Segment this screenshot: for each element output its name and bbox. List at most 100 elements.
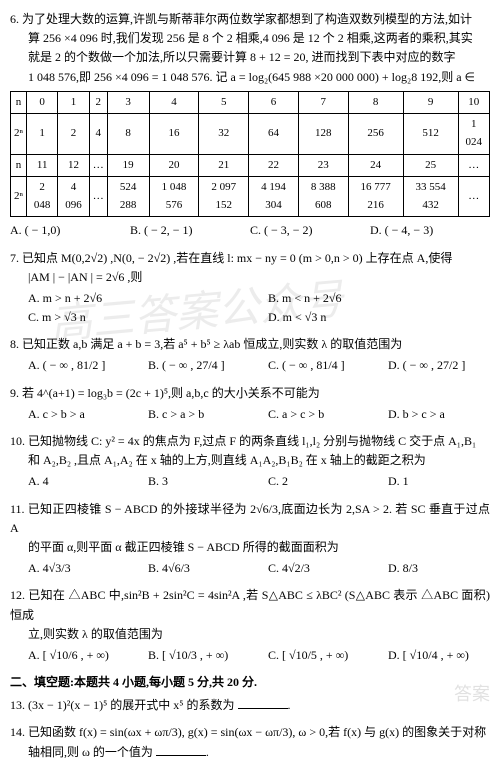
cell: 20: [149, 154, 199, 177]
cell: …: [458, 177, 489, 217]
option-a: A. ( − ∞ , 81/2 ]: [10, 356, 130, 375]
cell: 5: [199, 91, 249, 114]
option-b: B. ( − 2, − 1): [130, 221, 250, 240]
cell: 1 024: [458, 114, 489, 154]
option-d: D. ( − ∞ , 27/2 ]: [370, 356, 490, 375]
cell: 256: [348, 114, 403, 154]
option-c: C. 2: [250, 472, 370, 491]
question-8: 8. 已知正数 a,b 满足 a + b = 3,若 a⁵ + b⁵ ≥ λab…: [10, 335, 490, 375]
cell: 1 048 576: [149, 177, 199, 217]
cell: 16: [149, 114, 199, 154]
option-c: C. [ √10/5 , + ∞): [250, 646, 370, 665]
option-b: B. m < n + 2√6: [250, 289, 490, 308]
q10-line2: 和 A₂,B₂ ,且点 A₁,A₂ 在 x 轴的上方,则直线 A₁A₂,B₁B₂…: [10, 451, 490, 470]
option-c: C. 4√2/3: [250, 559, 370, 578]
cell: 19: [107, 154, 149, 177]
cell: 2ⁿ: [11, 114, 27, 154]
cell: 8: [107, 114, 149, 154]
q7-options: A. m > n + 2√6 B. m < n + 2√6 C. m > √3 …: [10, 289, 490, 327]
option-d: D. m < √3 n: [250, 308, 490, 327]
option-b: B. 3: [130, 472, 250, 491]
option-d: D. 8/3: [370, 559, 490, 578]
cell: 4: [89, 114, 107, 154]
cell: n: [11, 91, 27, 114]
question-14: 14. 已知函数 f(x) = sin(ωx + ωπ/3), g(x) = s…: [10, 723, 490, 761]
q7-line2: |AM | − |AN | = 2√6 ,则: [10, 268, 490, 287]
cell: 7: [298, 91, 348, 114]
question-9: 9. 若 4^(a+1) = log₃b = (2c + 1)⁵,则 a,b,c…: [10, 384, 490, 424]
cell: 22: [249, 154, 299, 177]
cell: 4 194 304: [249, 177, 299, 217]
q12-options: A. [ √10/6 , + ∞) B. [ √10/3 , + ∞) C. […: [10, 646, 490, 665]
q11-options: A. 4√3/3 B. 4√6/3 C. 4√2/3 D. 8/3: [10, 559, 490, 578]
cell: …: [89, 177, 107, 217]
cell: 2 097 152: [199, 177, 249, 217]
option-c: C. ( − 3, − 2): [250, 221, 370, 240]
cell: 3: [107, 91, 149, 114]
cell: 16 777 216: [348, 177, 403, 217]
cell: 6: [249, 91, 299, 114]
q6-line3: 就是 2 的个数做一个加法,所以只需要计算 8 + 12 = 20, 进而找到下…: [10, 48, 490, 67]
cell: 4 096: [58, 177, 89, 217]
q8-options: A. ( − ∞ , 81/2 ] B. ( − ∞ , 27/4 ] C. (…: [10, 356, 490, 375]
cell: 64: [249, 114, 299, 154]
cell: 32: [199, 114, 249, 154]
cell: 2: [89, 91, 107, 114]
q8-line1: 8. 已知正数 a,b 满足 a + b = 3,若 a⁵ + b⁵ ≥ λab…: [10, 335, 490, 354]
option-b: B. 4√6/3: [130, 559, 250, 578]
question-13: 13. (3x − 1)²(x − 1)⁵ 的展开式中 x⁵ 的系数为 .: [10, 696, 490, 715]
option-a: A. ( − 1,0): [10, 221, 130, 240]
cell: 512: [403, 114, 458, 154]
option-d: D. ( − 4, − 3): [370, 221, 490, 240]
cell: …: [458, 154, 489, 177]
q10-options: A. 4 B. 3 C. 2 D. 1: [10, 472, 490, 491]
option-a: A. c > b > a: [10, 405, 130, 424]
cell: 0: [26, 91, 57, 114]
question-10: 10. 已知抛物线 C: y² = 4x 的焦点为 F,过点 F 的两条直线 l…: [10, 432, 490, 492]
option-b: B. ( − ∞ , 27/4 ]: [130, 356, 250, 375]
section-2-title: 二、填空题:本题共 4 小题,每小题 5 分,共 20 分.: [10, 673, 490, 692]
table-row: 2ⁿ 2 048 4 096 … 524 288 1 048 576 2 097…: [11, 177, 490, 217]
cell: 1: [58, 91, 89, 114]
table-row: 2ⁿ 1 2 4 8 16 32 64 128 256 512 1 024: [11, 114, 490, 154]
option-a: A. 4: [10, 472, 130, 491]
question-11: 11. 已知正四棱锥 S − ABCD 的外接球半径为 2√6/3,底面边长为 …: [10, 500, 490, 579]
cell: 2ⁿ: [11, 177, 27, 217]
option-d: D. [ √10/4 , + ∞): [370, 646, 490, 665]
option-a: A. [ √10/6 , + ∞): [10, 646, 130, 665]
q11-line1: 11. 已知正四棱锥 S − ABCD 的外接球半径为 2√6/3,底面边长为 …: [10, 500, 490, 538]
q12-line1: 12. 已知在 △ABC 中,sin²B + 2sin²C = 4sin²A ,…: [10, 586, 490, 624]
q13-text: 13. (3x − 1)²(x − 1)⁵ 的展开式中 x⁵ 的系数为: [10, 698, 235, 712]
cell: 33 554 432: [403, 177, 458, 217]
q6-line4: 1 048 576,即 256 ×4 096 = 1 048 576. 记 a …: [10, 68, 490, 87]
blank-fill: [156, 744, 206, 756]
option-b: B. [ √10/3 , + ∞): [130, 646, 250, 665]
cell: 10: [458, 91, 489, 114]
q6-line1: 6. 为了处理大数的运算,许凯与斯蒂菲尔两位数学家都想到了构造双数列模型的方法,…: [10, 10, 490, 29]
question-12: 12. 已知在 △ABC 中,sin²B + 2sin²C = 4sin²A ,…: [10, 586, 490, 665]
option-c: C. ( − ∞ , 81/4 ]: [250, 356, 370, 375]
cell: n: [11, 154, 27, 177]
cell: 11: [26, 154, 57, 177]
cell: 4: [149, 91, 199, 114]
cell: 24: [348, 154, 403, 177]
question-6: 6. 为了处理大数的运算,许凯与斯蒂菲尔两位数学家都想到了构造双数列模型的方法,…: [10, 10, 490, 241]
option-a: A. 4√3/3: [10, 559, 130, 578]
option-d: D. b > c > a: [370, 405, 490, 424]
q14-line2: 轴相同,则 ω 的一个值为: [28, 745, 153, 759]
option-b: B. c > a > b: [130, 405, 250, 424]
cell: 8 388 608: [298, 177, 348, 217]
option-d: D. 1: [370, 472, 490, 491]
q10-line1: 10. 已知抛物线 C: y² = 4x 的焦点为 F,过点 F 的两条直线 l…: [10, 432, 490, 451]
cell: 1: [26, 114, 57, 154]
q6-options: A. ( − 1,0) B. ( − 2, − 1) C. ( − 3, − 2…: [10, 221, 490, 240]
q9-line1: 9. 若 4^(a+1) = log₃b = (2c + 1)⁵,则 a,b,c…: [10, 384, 490, 403]
table-row: n 11 12 … 19 20 21 22 23 24 25 …: [11, 154, 490, 177]
cell: 21: [199, 154, 249, 177]
option-a: A. m > n + 2√6: [10, 289, 250, 308]
q6-line2: 算 256 ×4 096 时,我们发现 256 是 8 个 2 相乘,4 096…: [10, 29, 490, 48]
q6-table: n 0 1 2 3 4 5 6 7 8 9 10 2ⁿ 1 2 4 8 16 3…: [10, 91, 490, 218]
q7-line1: 7. 已知点 M(0,2√2) ,N(0, − 2√2) ,若在直线 l: mx…: [10, 249, 490, 268]
option-c: C. m > √3 n: [10, 308, 250, 327]
table-row: n 0 1 2 3 4 5 6 7 8 9 10: [11, 91, 490, 114]
